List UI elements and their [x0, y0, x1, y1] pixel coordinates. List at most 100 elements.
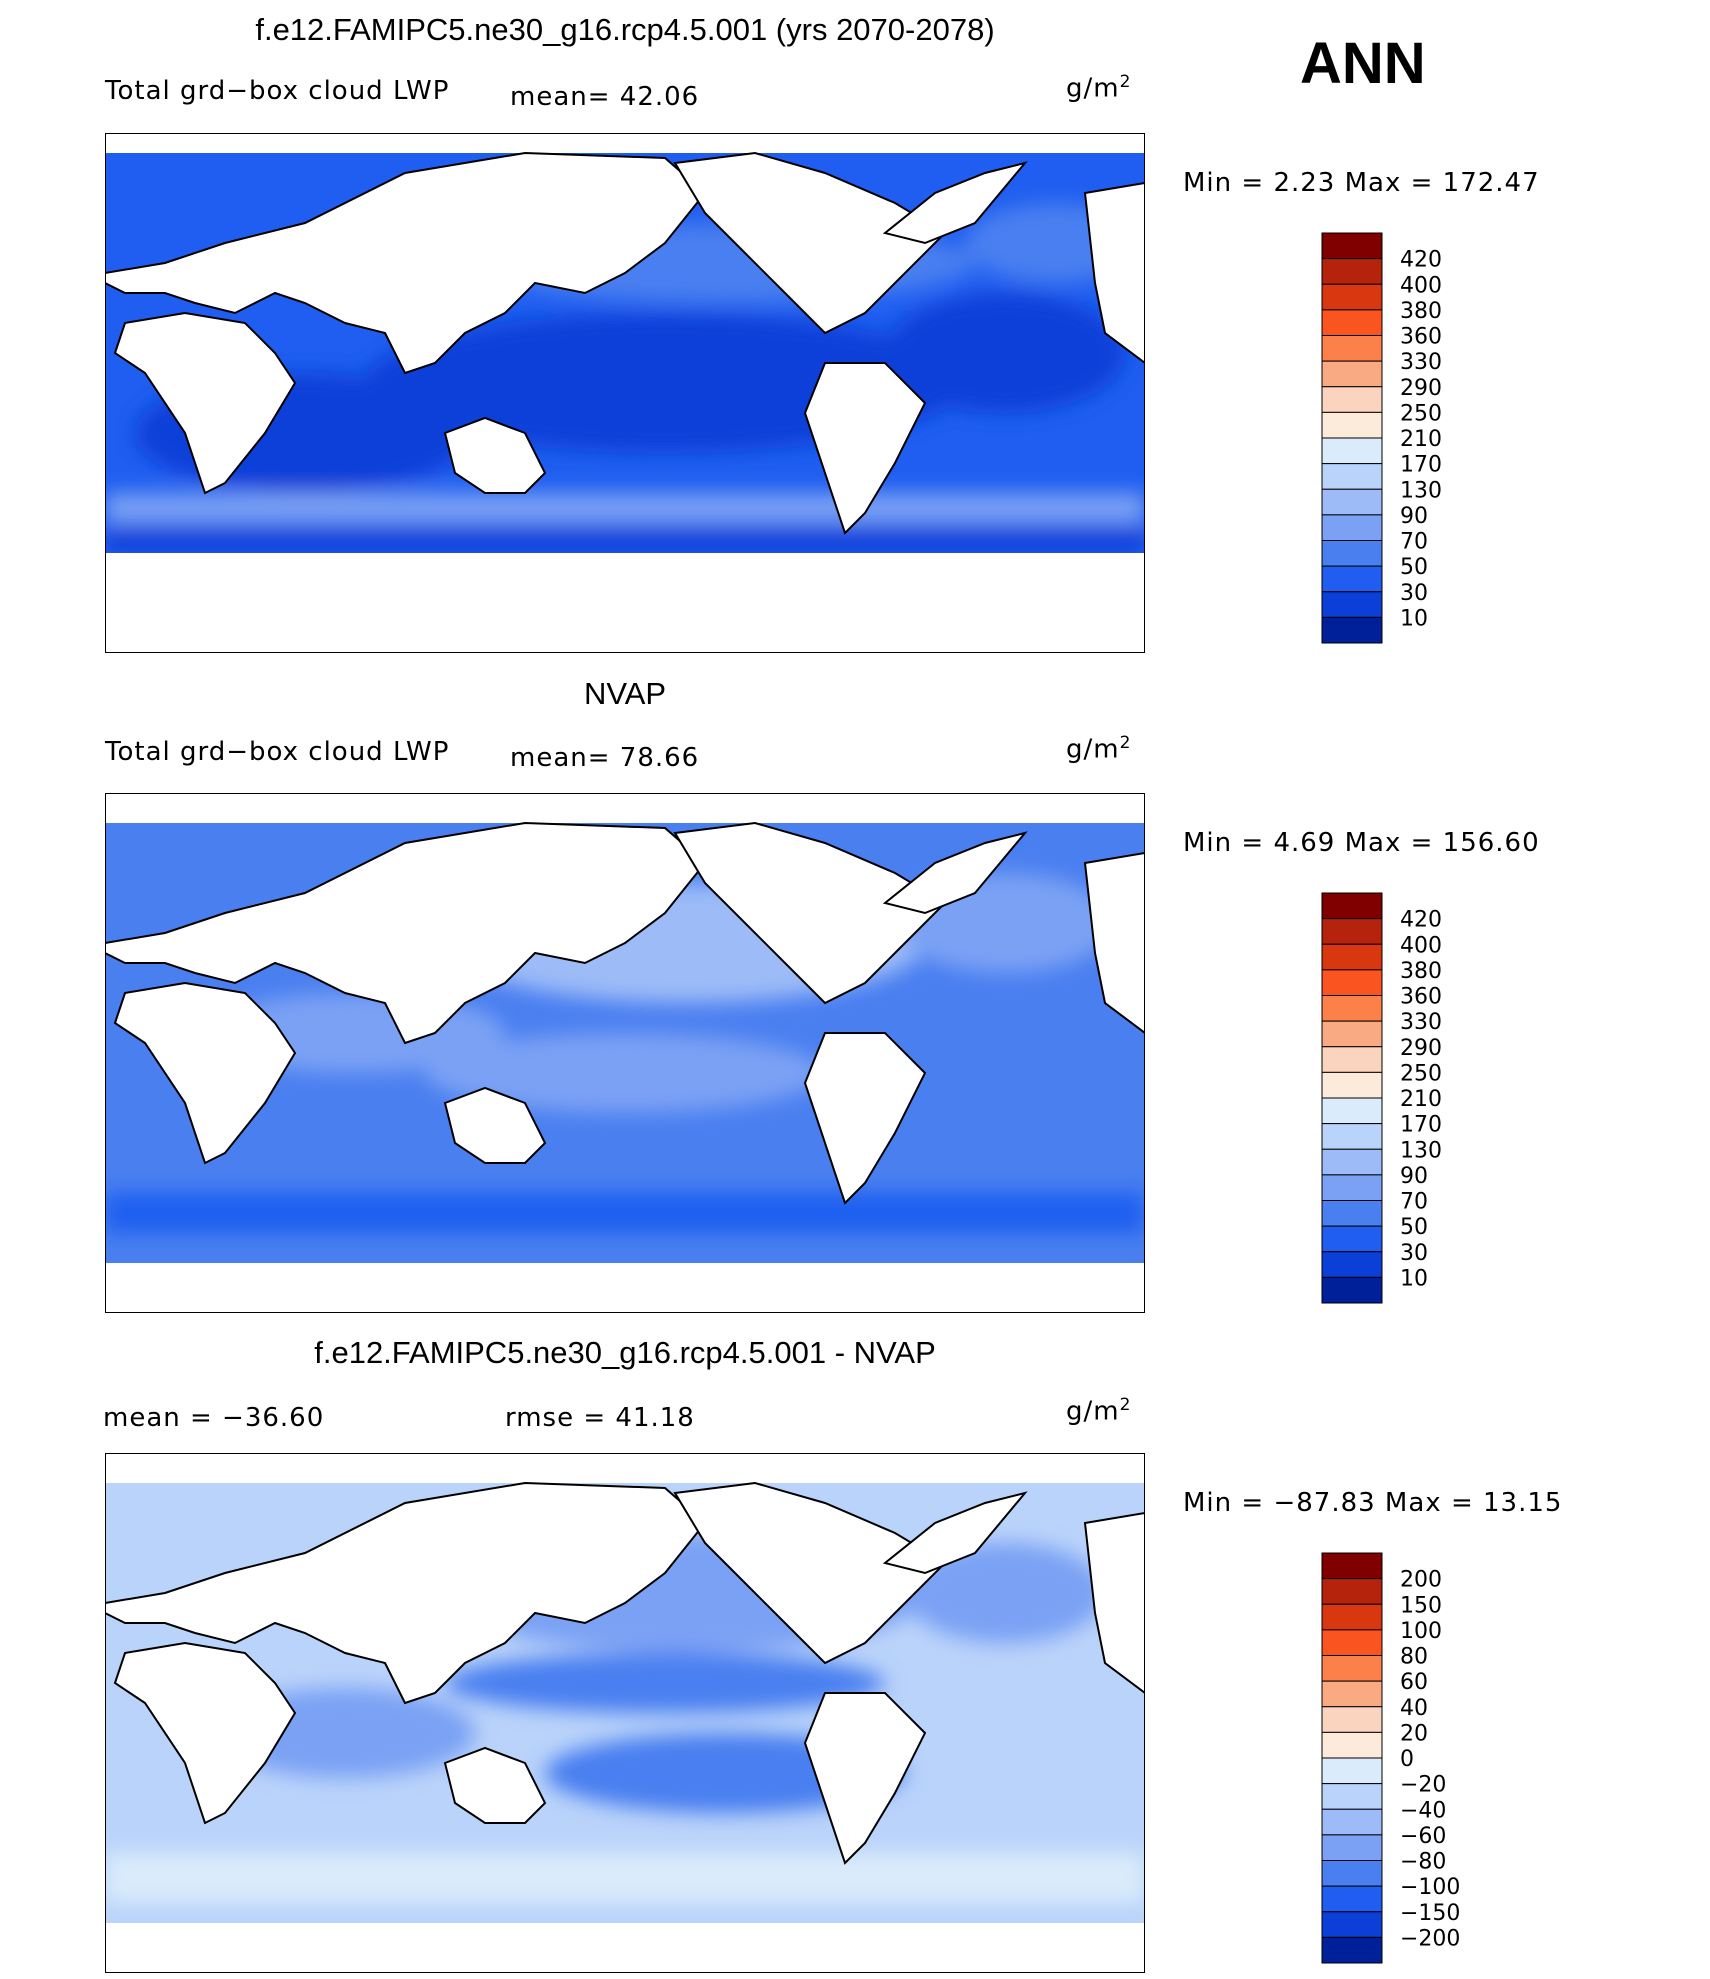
colorbar-tick-label: 380	[1400, 299, 1442, 324]
continents	[105, 1481, 1145, 1865]
panel-2-mean-label: mean= 78.66	[510, 743, 700, 773]
colorbar-swatch	[1321, 1578, 1383, 1605]
colorbar-tick-label: 10	[1400, 1266, 1428, 1291]
colorbar-swatch	[1321, 591, 1383, 618]
colorbar-swatch	[1321, 437, 1383, 465]
colorbar-tick-label: 150	[1400, 1593, 1442, 1618]
colorbar-swatch	[1321, 1629, 1383, 1656]
panel-3-minmax: Min = −87.83 Max = 13.15	[1183, 1488, 1563, 1518]
colorbar-swatch	[1321, 1071, 1383, 1099]
colorbar-swatch	[1321, 540, 1383, 567]
colorbar-tick-label: 50	[1400, 555, 1428, 580]
colorbar-swatch	[1321, 1603, 1383, 1631]
colorbar-swatch	[1321, 283, 1383, 311]
colorbar-tick-label: −150	[1400, 1901, 1460, 1926]
colorbar-tick-label: 400	[1400, 933, 1442, 958]
panel-3-title: f.e12.FAMIPC5.ne30_g16.rcp4.5.001 - NVAP	[314, 1335, 936, 1370]
panel-2-variable-label: Total grd−box cloud LWP	[105, 737, 450, 767]
colorbar-swatch	[1321, 1251, 1383, 1278]
panel-3-colorbar: 200150100806040200−20−40−60−80−100−150−2…	[1321, 1552, 1460, 1964]
colorbar-swatch	[1321, 488, 1383, 516]
panel-1-mean-label: mean= 42.06	[510, 82, 700, 112]
colorbar-swatch	[1321, 463, 1383, 490]
colorbar-swatch	[1321, 335, 1383, 362]
colorbar-swatch	[1321, 1123, 1383, 1150]
colorbar-swatch	[1321, 1706, 1383, 1733]
colorbar-tick-label: −80	[1400, 1850, 1446, 1875]
colorbar-tick-label: 170	[1400, 453, 1442, 478]
colorbar-swatch	[1321, 1936, 1383, 1964]
colorbar-swatch	[1321, 918, 1383, 945]
colorbar-tick-label: 290	[1400, 1036, 1442, 1061]
panel-2-map	[105, 793, 1145, 1313]
panel-2-title: NVAP	[583, 676, 667, 711]
colorbar-swatch	[1321, 1808, 1383, 1836]
colorbar-tick-label: 30	[1400, 1241, 1428, 1266]
season-label: ANN	[1300, 31, 1426, 96]
colorbar-swatch	[1321, 258, 1383, 285]
colorbar-tick-label: 360	[1400, 325, 1442, 350]
continents	[105, 821, 1145, 1205]
panel-1-units: g/m2	[1066, 72, 1132, 104]
panel-3-mean-label: mean = −36.60	[103, 1403, 325, 1433]
colorbar-swatch	[1321, 1552, 1383, 1580]
colorbar-tick-label: 80	[1400, 1645, 1428, 1670]
colorbar-swatch	[1321, 1046, 1383, 1073]
colorbar-tick-label: 170	[1400, 1113, 1442, 1138]
colorbar-tick-label: 420	[1400, 248, 1442, 273]
colorbar-swatch	[1321, 565, 1383, 593]
colorbar-swatch	[1321, 386, 1383, 413]
colorbar-tick-label: 360	[1400, 985, 1442, 1010]
colorbar-swatch	[1321, 232, 1383, 260]
colorbar-swatch	[1321, 1276, 1383, 1304]
panel-3-units: g/m2	[1066, 1395, 1132, 1427]
colorbar-swatch	[1321, 1174, 1383, 1201]
colorbar-swatch	[1321, 1860, 1383, 1887]
colorbar-swatch	[1321, 1757, 1383, 1785]
colorbar-swatch	[1321, 1200, 1383, 1227]
colorbar-swatch	[1321, 1911, 1383, 1938]
colorbar-tick-label: 100	[1400, 1619, 1442, 1644]
colorbar-tick-label: 90	[1400, 1164, 1428, 1189]
panel-3-rmse-label: rmse = 41.18	[505, 1403, 695, 1433]
panel-2-units: g/m2	[1066, 733, 1132, 765]
colorbar-swatch	[1321, 1783, 1383, 1810]
colorbar-tick-label: −200	[1400, 1926, 1460, 1951]
panel-1-map	[105, 133, 1145, 653]
colorbar-tick-label: 250	[1400, 401, 1442, 426]
colorbar-tick-label: 90	[1400, 504, 1428, 529]
colorbar-swatch	[1321, 1148, 1383, 1176]
colorbar-tick-label: −20	[1400, 1773, 1446, 1798]
colorbar-tick-label: 30	[1400, 581, 1428, 606]
colorbar-tick-label: 200	[1400, 1568, 1442, 1593]
colorbar-swatch	[1321, 1097, 1383, 1125]
colorbar-swatch	[1321, 969, 1383, 996]
colorbar-tick-label: 210	[1400, 1087, 1442, 1112]
panel-2-minmax: Min = 4.69 Max = 156.60	[1183, 828, 1540, 858]
colorbar-swatch	[1321, 1225, 1383, 1253]
panel-1-variable-label: Total grd−box cloud LWP	[105, 76, 450, 106]
colorbar-tick-label: 250	[1400, 1061, 1442, 1086]
panel-1-title: f.e12.FAMIPC5.ne30_g16.rcp4.5.001 (yrs 2…	[255, 12, 995, 47]
colorbar-tick-label: −60	[1400, 1824, 1446, 1849]
colorbar-swatch	[1321, 892, 1383, 920]
colorbar-tick-label: 400	[1400, 273, 1442, 298]
colorbar-tick-label: 60	[1400, 1670, 1428, 1695]
colorbar-tick-label: 70	[1400, 1190, 1428, 1215]
colorbar-swatch	[1321, 1655, 1383, 1682]
colorbar-tick-label: 130	[1400, 1138, 1442, 1163]
colorbar-swatch	[1321, 1834, 1383, 1861]
colorbar-swatch	[1321, 1020, 1383, 1048]
colorbar-tick-label: 0	[1400, 1747, 1414, 1772]
colorbar-swatch	[1321, 943, 1383, 971]
colorbar-tick-label: 330	[1400, 350, 1442, 375]
colorbar-tick-label: 20	[1400, 1721, 1428, 1746]
panel-3-map	[105, 1453, 1145, 1973]
colorbar-swatch	[1321, 411, 1383, 439]
colorbar-tick-label: 10	[1400, 606, 1428, 631]
continents	[105, 151, 1145, 535]
colorbar-tick-label: 50	[1400, 1215, 1428, 1240]
colorbar-tick-label: −40	[1400, 1798, 1446, 1823]
